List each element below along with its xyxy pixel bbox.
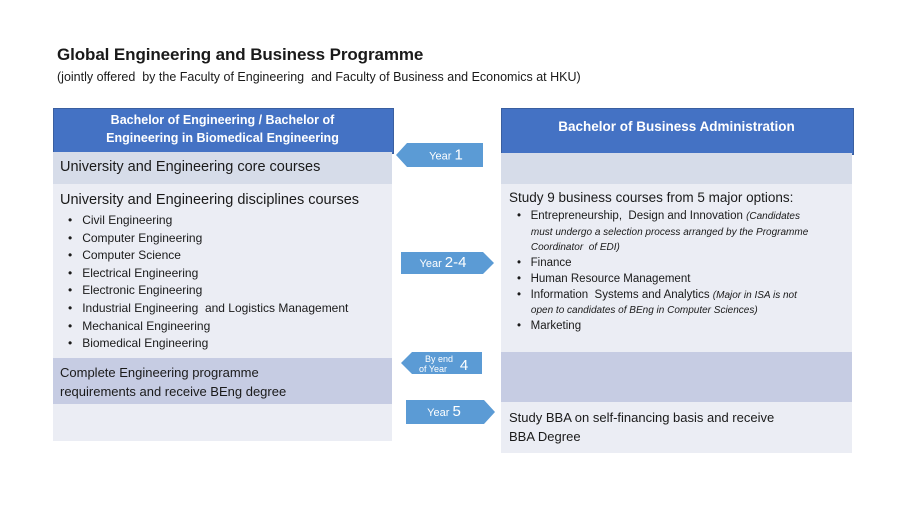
svg-text:4: 4 bbox=[460, 357, 468, 374]
svg-text:By end: By end bbox=[425, 354, 453, 364]
svg-text:of Year: of Year bbox=[419, 364, 447, 374]
